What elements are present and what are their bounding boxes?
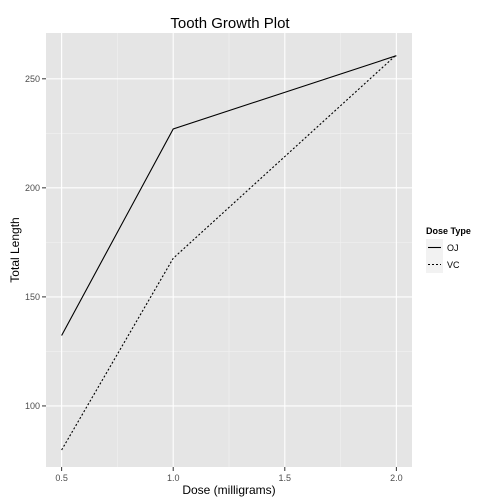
legend-key-box-vc [426,256,443,273]
legend: Dose Type OJ VC [426,226,471,273]
x-axis-ticks: 0.5 1.0 1.5 2.0 [55,467,403,483]
chart-title: Tooth Growth Plot [170,15,290,32]
major-gridlines [46,33,412,467]
y-tick-label: 200 [25,183,40,193]
x-axis-title: Dose (milligrams) [182,483,275,497]
legend-title: Dose Type [426,226,471,236]
legend-label-oj: OJ [447,243,459,253]
x-tick-label: 2.0 [390,473,403,483]
y-axis-ticks: 100 150 200 250 [25,74,46,411]
y-tick-label: 100 [25,401,40,411]
y-axis-title: Total Length [8,217,22,282]
series-line-oj [61,55,397,336]
y-tick-label: 150 [25,292,40,302]
series-lines [61,54,397,451]
y-tick-label: 250 [25,74,40,84]
series-line-vc [61,54,397,451]
legend-label-vc: VC [447,260,460,270]
x-tick-label: 1.5 [279,473,292,483]
x-tick-label: 1.0 [167,473,180,483]
x-tick-label: 0.5 [55,473,68,483]
